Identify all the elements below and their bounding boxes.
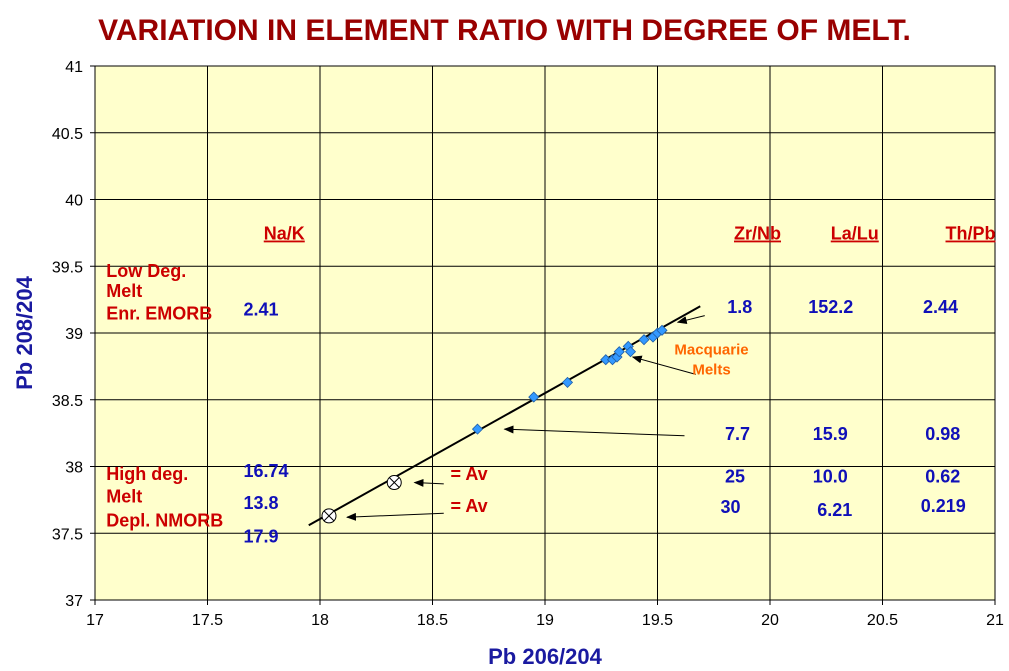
data-point-diamond xyxy=(638,334,650,346)
data-point-diamond xyxy=(656,324,668,336)
y-tick-label: 37 xyxy=(65,593,83,610)
trendline xyxy=(308,305,701,527)
red-label: Melt xyxy=(106,487,142,507)
arrow xyxy=(676,315,705,325)
y-axis-ticks: 37 37.5 38 38.5 39 39.5 40 40.5 41 xyxy=(52,59,95,610)
value-label: 10.0 xyxy=(813,467,848,487)
x-axis-ticks: 17 17.5 18 18.5 19 19.5 20 20.5 21 xyxy=(86,600,1004,629)
red-label: Low Deg. xyxy=(106,261,186,281)
data-points xyxy=(321,324,668,524)
arrow xyxy=(413,478,444,487)
red-label: High deg. xyxy=(106,464,188,484)
value-label: 2.41 xyxy=(244,300,279,320)
value-label: 2.44 xyxy=(923,297,958,317)
arrow xyxy=(503,425,685,437)
red-label: Melt xyxy=(106,281,142,301)
value-label: 30 xyxy=(721,497,741,517)
column-header: La/Lu xyxy=(831,224,879,244)
x-tick-label: 19 xyxy=(536,612,554,629)
data-point-diamond xyxy=(624,346,637,358)
value-label: 0.62 xyxy=(925,467,960,487)
gridlines xyxy=(94,65,996,601)
x-tick-label: 18.5 xyxy=(417,612,448,629)
x-tick-label: 21 xyxy=(986,612,1004,629)
y-tick-label: 39.5 xyxy=(52,259,83,276)
x-tick-label: 19.5 xyxy=(642,612,673,629)
arrow xyxy=(631,355,696,375)
x-tick-label: 17 xyxy=(86,612,104,629)
data-point-av xyxy=(321,508,337,524)
column-header: Zr/Nb xyxy=(734,224,781,244)
data-point-diamond xyxy=(471,423,484,435)
y-tick-label: 38 xyxy=(65,460,83,477)
av-cross-b xyxy=(388,477,400,488)
red-label: Depl. NMORB xyxy=(106,511,223,531)
series-label: Melts xyxy=(692,361,730,378)
x-tick-label: 18 xyxy=(311,612,329,629)
value-label: 152.2 xyxy=(808,297,853,317)
y-tick-label: 41 xyxy=(65,59,83,76)
data-point-diamond xyxy=(528,391,540,403)
x-tick-label: 20.5 xyxy=(867,612,898,629)
value-label: 13.8 xyxy=(244,493,279,513)
value-label: 1.8 xyxy=(727,297,752,317)
value-label: 7.7 xyxy=(725,424,750,444)
y-axis-label: Pb 208/204 xyxy=(12,275,37,390)
value-label: 6.21 xyxy=(817,500,852,520)
x-tick-label: 20 xyxy=(761,612,779,629)
y-tick-label: 40.5 xyxy=(52,126,83,143)
value-label: 17.9 xyxy=(244,527,279,547)
column-header: Th/Pb xyxy=(946,224,996,244)
y-tick-label: 38.5 xyxy=(52,393,83,410)
av-cross-b xyxy=(323,510,335,522)
value-label: 25 xyxy=(725,467,745,487)
value-label: 0.219 xyxy=(921,496,966,516)
y-tick-label: 39 xyxy=(65,326,83,343)
data-point-diamond xyxy=(561,376,574,388)
value-label: 15.9 xyxy=(813,424,848,444)
x-tick-label: 17.5 xyxy=(192,612,223,629)
y-tick-label: 37.5 xyxy=(52,526,83,543)
series-label: Macquarie xyxy=(674,341,748,358)
red-label: = Av xyxy=(451,496,488,516)
chart-title: VARIATION IN ELEMENT RATIO WITH DEGREE O… xyxy=(98,14,911,47)
value-label: 0.98 xyxy=(925,424,960,444)
data-point-av xyxy=(386,475,402,491)
x-axis-label: Pb 206/204 xyxy=(488,644,603,669)
red-label: Enr. EMORB xyxy=(106,304,212,324)
value-label: 16.74 xyxy=(244,461,289,481)
red-label: = Av xyxy=(451,464,488,484)
y-tick-label: 40 xyxy=(65,193,83,210)
data-point-diamond xyxy=(613,346,625,358)
arrows xyxy=(346,315,705,521)
column-header: Na/K xyxy=(264,224,305,244)
arrow xyxy=(346,512,444,521)
